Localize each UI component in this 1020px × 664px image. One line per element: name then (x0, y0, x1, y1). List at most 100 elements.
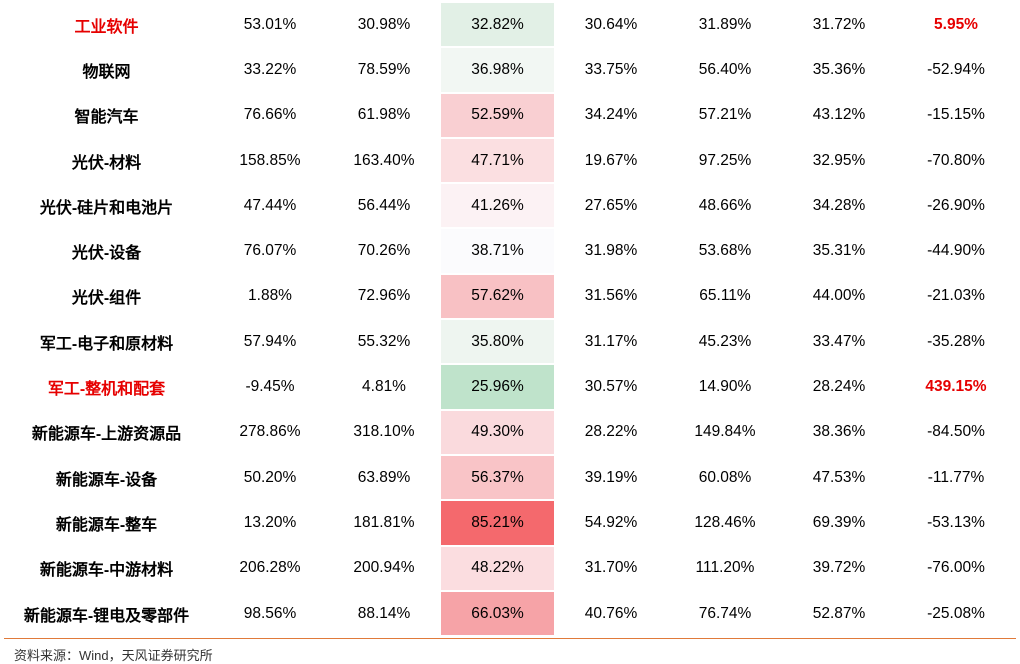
heatmap-cell-background (441, 455, 554, 500)
value-cell-5: 60.08% (698, 468, 752, 486)
industry-name-cell: 新能源车-整车 (55, 516, 158, 534)
value-cell-3: 32.82% (471, 15, 524, 33)
value-cell-2: 70.26% (357, 242, 411, 260)
value-cell-4: 30.64% (584, 15, 638, 33)
value-cell-1: -9.45% (245, 378, 295, 396)
industry-name-cell: 新能源车-设备 (55, 471, 158, 489)
value-cell-7: 5.95% (934, 15, 978, 33)
value-cell-1: 47.44% (243, 196, 297, 214)
value-cell-7: -11.77% (927, 468, 985, 486)
value-cell-5: 128.46% (694, 513, 756, 531)
heatmap-cell-background (441, 229, 554, 273)
value-cell-6: 39.72% (812, 559, 866, 577)
value-cell-7: -70.80% (927, 151, 985, 169)
value-cell-6: 52.87% (812, 604, 866, 622)
value-cell-1: 57.94% (243, 332, 297, 350)
value-cell-6: 44.00% (812, 287, 866, 305)
industry-name-cell: 新能源车-上游资源品 (31, 426, 182, 444)
value-cell-2: 55.32% (357, 332, 411, 350)
heatmap-cell-background (441, 274, 554, 319)
value-cell-2: 63.89% (357, 468, 411, 486)
value-cell-1: 50.20% (243, 468, 297, 486)
value-cell-2: 181.81% (353, 513, 415, 531)
heatmap-cell-background (441, 93, 554, 137)
value-cell-3: 48.22% (471, 559, 524, 577)
value-cell-7: 439.15% (925, 378, 987, 396)
value-cell-2: 200.94% (353, 559, 415, 577)
value-cell-4: 31.56% (584, 287, 638, 305)
heatmap-cell-background (441, 591, 554, 636)
heatmap-cell-background (441, 184, 554, 228)
industry-name-cell: 光伏-组件 (71, 290, 142, 308)
industry-name-cell: 新能源车-中游材料 (39, 562, 174, 580)
value-cell-5: 76.74% (698, 604, 752, 622)
value-cell-5: 53.68% (698, 242, 752, 260)
value-cell-1: 13.20% (243, 513, 297, 531)
value-cell-4: 19.67% (584, 151, 638, 169)
heatmap-cell-background (441, 138, 554, 183)
value-cell-4: 31.70% (584, 559, 638, 577)
value-cell-7: -44.90% (927, 242, 985, 260)
table-row: 光伏-设备 76.07% 70.26% 38.71% 31.98% 53.68% 35.31… (0, 228, 1020, 273)
industry-name-cell: 工业软件 (74, 18, 139, 36)
table-row: 军工-电子和原材料 57.94% 55.32% 35.80% 31.17% 45.23% 3… (0, 319, 1020, 364)
value-cell-7: -76.00% (927, 559, 985, 577)
heatmap-cell-background (441, 48, 554, 92)
industry-name-cell: 光伏-材料 (71, 154, 142, 172)
value-cell-5: 65.11% (699, 287, 751, 305)
industry-name-cell: 智能汽车 (74, 109, 139, 127)
heatmap-cell-background (441, 365, 554, 409)
value-cell-1: 53.01% (243, 15, 297, 33)
value-cell-3: 41.26% (471, 196, 524, 214)
value-cell-6: 69.39% (812, 513, 866, 531)
table-row: 光伏-组件 1.88% 72.96% 57.62% 31.56% 65.11% 44.00%… (0, 274, 1020, 319)
table-row: 光伏-材料 158.85% 163.40% 47.71% 19.67% 97.25% 32.… (0, 138, 1020, 183)
industry-name-cell: 光伏-硅片和电池片 (39, 199, 174, 217)
value-cell-6: 31.72% (812, 15, 866, 33)
value-cell-5: 48.66% (698, 196, 752, 214)
value-cell-5: 56.40% (698, 60, 752, 78)
value-cell-3: 56.37% (471, 468, 524, 486)
value-cell-7: -35.28% (927, 332, 985, 350)
value-cell-7: -15.15% (927, 106, 985, 124)
industry-name-cell: 新能源车-锂电及零部件 (23, 607, 190, 625)
table-row: 新能源车-锂电及零部件 98.56% 88.14% 66.03% 40.76% 76.74… (0, 591, 1020, 636)
value-cell-2: 318.10% (353, 423, 415, 441)
value-cell-6: 33.47% (812, 332, 866, 350)
industry-name-cell: 光伏-设备 (71, 245, 142, 263)
value-cell-3: 35.80% (471, 332, 524, 350)
heatmap-cell-background (441, 546, 554, 590)
value-cell-3: 85.21% (471, 513, 524, 531)
value-cell-1: 278.86% (239, 423, 301, 441)
value-cell-3: 49.30% (471, 423, 524, 441)
value-cell-5: 57.21% (698, 106, 752, 124)
value-cell-7: -25.08% (927, 604, 985, 622)
industry-name-cell: 物联网 (82, 63, 131, 81)
industry-data-table: 工业软件 53.01% 30.98% 32.82% 30.64% 31.89% 31.72%… (0, 2, 1020, 636)
value-cell-5: 97.25% (698, 151, 752, 169)
heatmap-cell-background (441, 410, 554, 454)
heatmap-cell-background (441, 3, 554, 47)
value-cell-7: -52.94% (927, 60, 985, 78)
table-row: 物联网 33.22% 78.59% 36.98% 33.75% 56.40% 35.36% -… (0, 47, 1020, 92)
value-cell-7: -53.13% (927, 513, 985, 531)
table-row: 新能源车-上游资源品 278.86% 318.10% 49.30% 28.22% 149.… (0, 410, 1020, 455)
value-cell-5: 45.23% (698, 332, 752, 350)
value-cell-2: 88.14% (357, 604, 411, 622)
value-cell-2: 61.98% (357, 106, 411, 124)
value-cell-3: 38.71% (471, 242, 524, 260)
value-cell-7: -21.03% (927, 287, 985, 305)
value-cell-4: 30.57% (584, 378, 638, 396)
value-cell-3: 66.03% (471, 604, 524, 622)
heatmap-cell-background (441, 320, 554, 364)
value-cell-6: 35.31% (812, 242, 866, 260)
value-cell-4: 31.17% (584, 332, 638, 350)
value-cell-6: 32.95% (812, 151, 866, 169)
table-row: 工业软件 53.01% 30.98% 32.82% 30.64% 31.89% 31.72%… (0, 2, 1020, 47)
value-cell-2: 56.44% (357, 196, 411, 214)
table-row: 光伏-硅片和电池片 47.44% 56.44% 41.26% 27.65% 48.66% 3… (0, 183, 1020, 228)
value-cell-7: -84.50% (927, 423, 985, 441)
value-cell-3: 36.98% (471, 60, 524, 78)
value-cell-4: 34.24% (584, 106, 638, 124)
value-cell-1: 76.66% (243, 106, 297, 124)
